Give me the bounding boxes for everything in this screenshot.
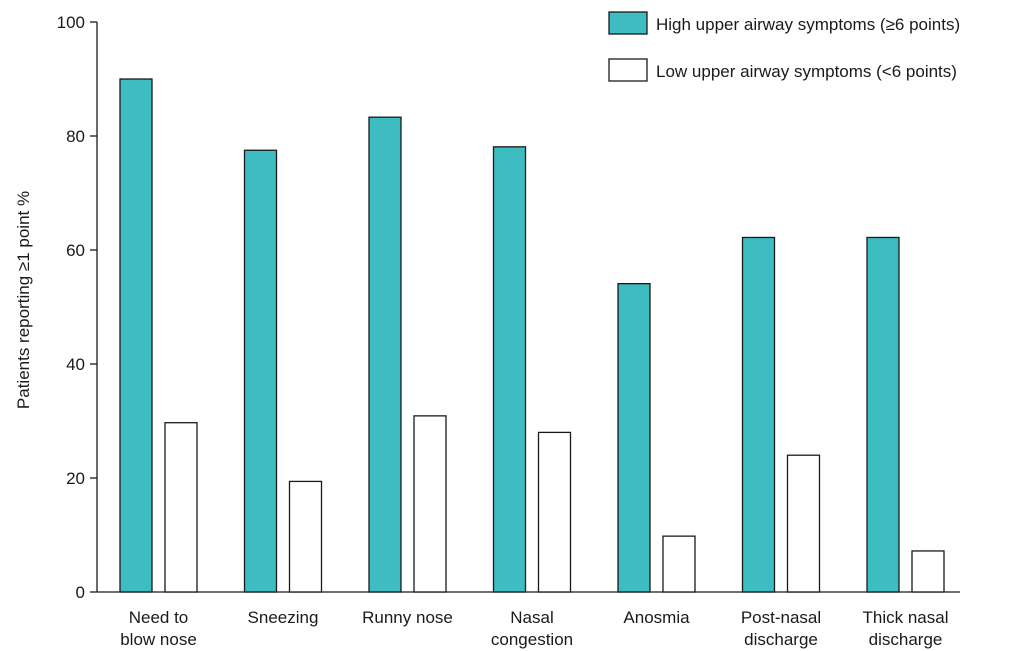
bar-group — [119, 78, 198, 593]
legend-label: High upper airway symptoms (≥6 points) — [656, 15, 960, 34]
bar-group — [492, 146, 572, 593]
bar-group — [368, 116, 447, 593]
x-category-label: Thick nasal discharge — [863, 608, 949, 649]
x-category-label-line: Sneezing — [248, 608, 319, 627]
x-category-label-line: Need to — [129, 608, 189, 627]
x-axis: Need to blow nose Sneezing Runny nose Nasal c… — [97, 591, 960, 649]
x-category-label: Post-nasal discharge — [741, 608, 821, 649]
legend: High upper airway symptoms (≥6 points) Lo… — [608, 11, 960, 82]
bar-low — [413, 415, 447, 593]
x-category-label-line: blow nose — [120, 630, 197, 649]
x-category-label-line: Runny nose — [362, 608, 453, 627]
bar-low — [288, 480, 323, 593]
bar-low — [662, 535, 696, 593]
bar-high — [866, 236, 900, 593]
y-tick-label: 80 — [66, 127, 85, 146]
bar-high — [617, 282, 651, 593]
x-category-label: Runny nose — [362, 608, 453, 627]
x-category-label: Sneezing — [248, 608, 319, 627]
legend-item: Low upper airway symptoms (<6 points) — [608, 58, 957, 82]
bar-high — [119, 78, 153, 593]
x-category-label-line: Thick nasal — [863, 608, 949, 627]
legend-swatch — [608, 58, 648, 82]
x-category-label-line: discharge — [869, 630, 943, 649]
y-tick-label: 20 — [66, 469, 85, 488]
x-category-label-line: Nasal — [510, 608, 553, 627]
legend-swatch — [608, 11, 648, 35]
y-tick-label: 0 — [76, 583, 85, 602]
bar-high — [368, 116, 402, 593]
bar-high — [492, 146, 527, 593]
x-category-label: Need to blow nose — [120, 608, 197, 649]
x-category-label-line: Post-nasal — [741, 608, 821, 627]
bar-group — [866, 236, 945, 593]
bar-group — [243, 149, 323, 593]
bar-low — [786, 454, 821, 593]
bars — [119, 78, 945, 593]
x-category-label-line: congestion — [491, 630, 573, 649]
x-category-label: Nasal congestion — [491, 608, 573, 649]
bar-high — [741, 236, 776, 593]
y-tick-label: 40 — [66, 355, 85, 374]
x-category-label-line: discharge — [744, 630, 818, 649]
x-category-label: Anosmia — [623, 608, 690, 627]
y-axis-title: Patients reporting ≥1 point % — [14, 191, 33, 409]
legend-item: High upper airway symptoms (≥6 points) — [608, 11, 960, 35]
bar-low — [911, 550, 945, 593]
legend-label: Low upper airway symptoms (<6 points) — [656, 62, 957, 81]
bar-high — [243, 149, 278, 593]
bar-low — [164, 422, 198, 593]
bar-group — [617, 282, 696, 593]
y-axis: 0 20 40 60 80 100 — [57, 13, 98, 602]
x-category-label-line: Anosmia — [623, 608, 690, 627]
bar-low — [537, 431, 572, 593]
y-tick-label: 60 — [66, 241, 85, 260]
bar-group — [741, 236, 821, 593]
y-tick-label: 100 — [57, 13, 85, 32]
